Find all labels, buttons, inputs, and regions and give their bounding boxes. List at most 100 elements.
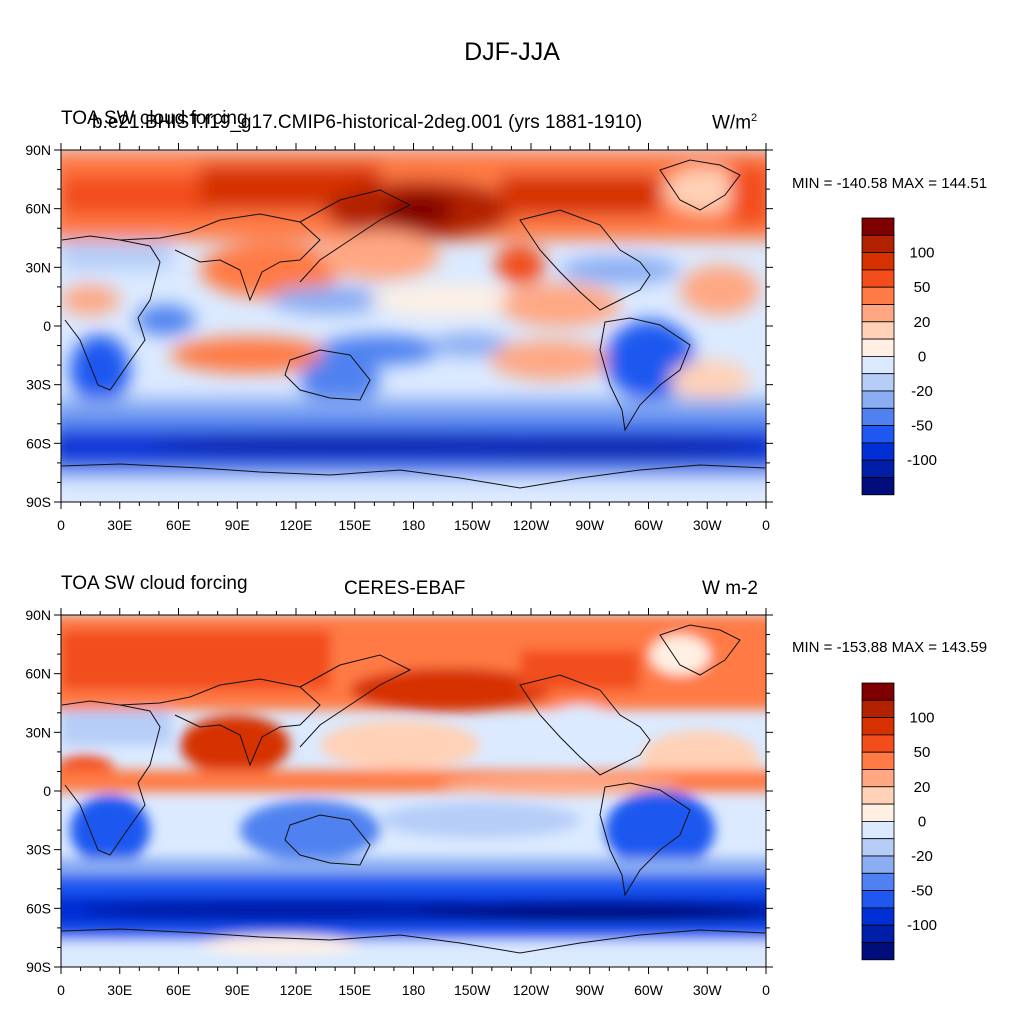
colorbar-ceres: 100 50 20 0 -20 -50 -100	[861, 682, 937, 961]
lon-label: 30E	[107, 982, 132, 998]
lat-label: 30S	[26, 842, 51, 858]
panel2-center-title: CERES-EBAF	[344, 578, 466, 599]
colorbar-swatch	[861, 477, 895, 496]
panel1-center-title: b.e21.BHIST.f19_g17.CMIP6-historical-2de…	[92, 112, 643, 133]
lon-label: 90E	[225, 517, 250, 533]
lon-label: 150W	[454, 982, 491, 998]
lon-label: 90W	[575, 982, 605, 998]
colorbar-swatch	[861, 355, 895, 375]
lon-label: 0	[762, 982, 770, 998]
lon-label: 180	[402, 517, 426, 533]
lon-label: 60W	[634, 982, 664, 998]
colorbar-label: 100	[909, 245, 934, 262]
main-title: DJF-JJA	[464, 38, 560, 66]
colorbar-label: 100	[909, 710, 934, 727]
lat-label: 60N	[25, 666, 51, 682]
colorbar-label: 0	[918, 348, 926, 365]
lon-label: 120E	[280, 982, 313, 998]
lat-label: 90N	[25, 142, 51, 158]
lon-label: 30E	[107, 517, 132, 533]
colorbar-swatch	[861, 734, 895, 753]
colorbar-swatch	[861, 234, 895, 254]
colorbar-swatch	[861, 682, 895, 701]
colorbar-swatch	[861, 407, 895, 426]
panel2-minmax: MIN = -153.88 MAX = 143.59	[792, 639, 988, 656]
lat-label: 30N	[25, 724, 51, 740]
lat-label: 90S	[26, 494, 51, 510]
coastlines-ceres	[61, 624, 766, 954]
colorbar-label: 50	[914, 744, 931, 761]
colorbar-swatch	[861, 304, 895, 323]
lon-label: 0	[57, 982, 65, 998]
colorbar-swatch	[861, 942, 895, 961]
lon-label: 150E	[338, 517, 371, 533]
colorbar-swatch	[861, 821, 895, 840]
colorbar-label: 20	[914, 779, 931, 796]
axes-panel-model: 90N 60N 30N 0 30S 60S 90S 0 30E 60E 90E 120E 150E 180…	[25, 142, 773, 533]
colorbar-swatch	[861, 338, 895, 357]
lat-label: 90S	[26, 959, 51, 975]
colorbar-swatch	[861, 924, 895, 943]
panel1-left-title: TOA SW cloud forcing	[61, 108, 248, 129]
lon-label: 60E	[166, 982, 191, 998]
colorbar-swatch	[861, 252, 895, 271]
colorbar-swatch	[861, 751, 895, 770]
colorbar-label: -100	[907, 452, 937, 469]
lon-label: 60E	[166, 517, 191, 533]
map-panel-model	[60, 149, 767, 503]
colorbar-swatch	[861, 459, 895, 478]
colorbar-swatch	[861, 890, 895, 909]
colorbar-swatch	[861, 803, 895, 822]
colorbar-swatch	[861, 769, 895, 788]
lon-label: 120W	[513, 982, 550, 998]
colorbar-swatch	[861, 872, 895, 891]
colorbar-swatch	[861, 286, 895, 305]
axes-panel-ceres: 90N 60N 30N 0 30S 60S 90S 0 30E 60E 90E 120E 150E 180…	[25, 607, 773, 998]
colorbar-swatch	[861, 321, 895, 340]
lat-label: 90N	[25, 607, 51, 623]
lon-label: 150E	[338, 982, 371, 998]
panel2-units: W m-2	[702, 578, 758, 599]
colorbar-swatch	[861, 373, 895, 392]
colorbar-swatch	[861, 442, 895, 461]
coastlines-model	[61, 159, 766, 489]
colorbar-label: -100	[907, 917, 937, 934]
lat-label: 60S	[26, 435, 51, 451]
map-panel-ceres	[60, 614, 767, 968]
lon-label: 90E	[225, 982, 250, 998]
panel1-units: W/m2	[712, 112, 758, 134]
lon-label: 180	[402, 982, 426, 998]
colorbar-label: -20	[911, 848, 933, 865]
lat-label: 30N	[25, 259, 51, 275]
lat-label: 0	[43, 783, 51, 799]
lon-label: 150W	[454, 517, 491, 533]
colorbar-label: -20	[911, 383, 933, 400]
colorbar-swatch	[861, 855, 895, 874]
panel2-left-title: TOA SW cloud forcing	[61, 573, 248, 594]
lat-label: 60N	[25, 201, 51, 217]
colorbar-swatch	[861, 425, 895, 444]
colorbar-swatch	[861, 269, 895, 288]
colorbar-swatch	[861, 699, 895, 718]
lon-label: 120E	[280, 517, 313, 533]
lon-label: 60W	[634, 517, 664, 533]
colorbar-swatch	[861, 390, 895, 409]
colorbar-swatch	[861, 786, 895, 805]
lon-label: 0	[57, 517, 65, 533]
colorbar-model: 100 50 20 0 -20 -50 -100	[861, 217, 937, 496]
lon-label: 120W	[513, 517, 550, 533]
colorbar-label: 20	[914, 314, 931, 331]
colorbar-label: -50	[911, 883, 933, 900]
colorbar-swatch	[861, 907, 895, 926]
lon-label: 30W	[693, 982, 723, 998]
lat-label: 60S	[26, 900, 51, 916]
colorbar-label: -50	[911, 418, 933, 435]
colorbar-swatch	[861, 838, 895, 857]
lat-label: 30S	[26, 377, 51, 393]
colorbar-swatch	[861, 217, 895, 236]
colorbar-swatch	[861, 717, 895, 736]
colorbar-label: 50	[914, 279, 931, 296]
lon-label: 30W	[693, 517, 723, 533]
lon-label: 0	[762, 517, 770, 533]
